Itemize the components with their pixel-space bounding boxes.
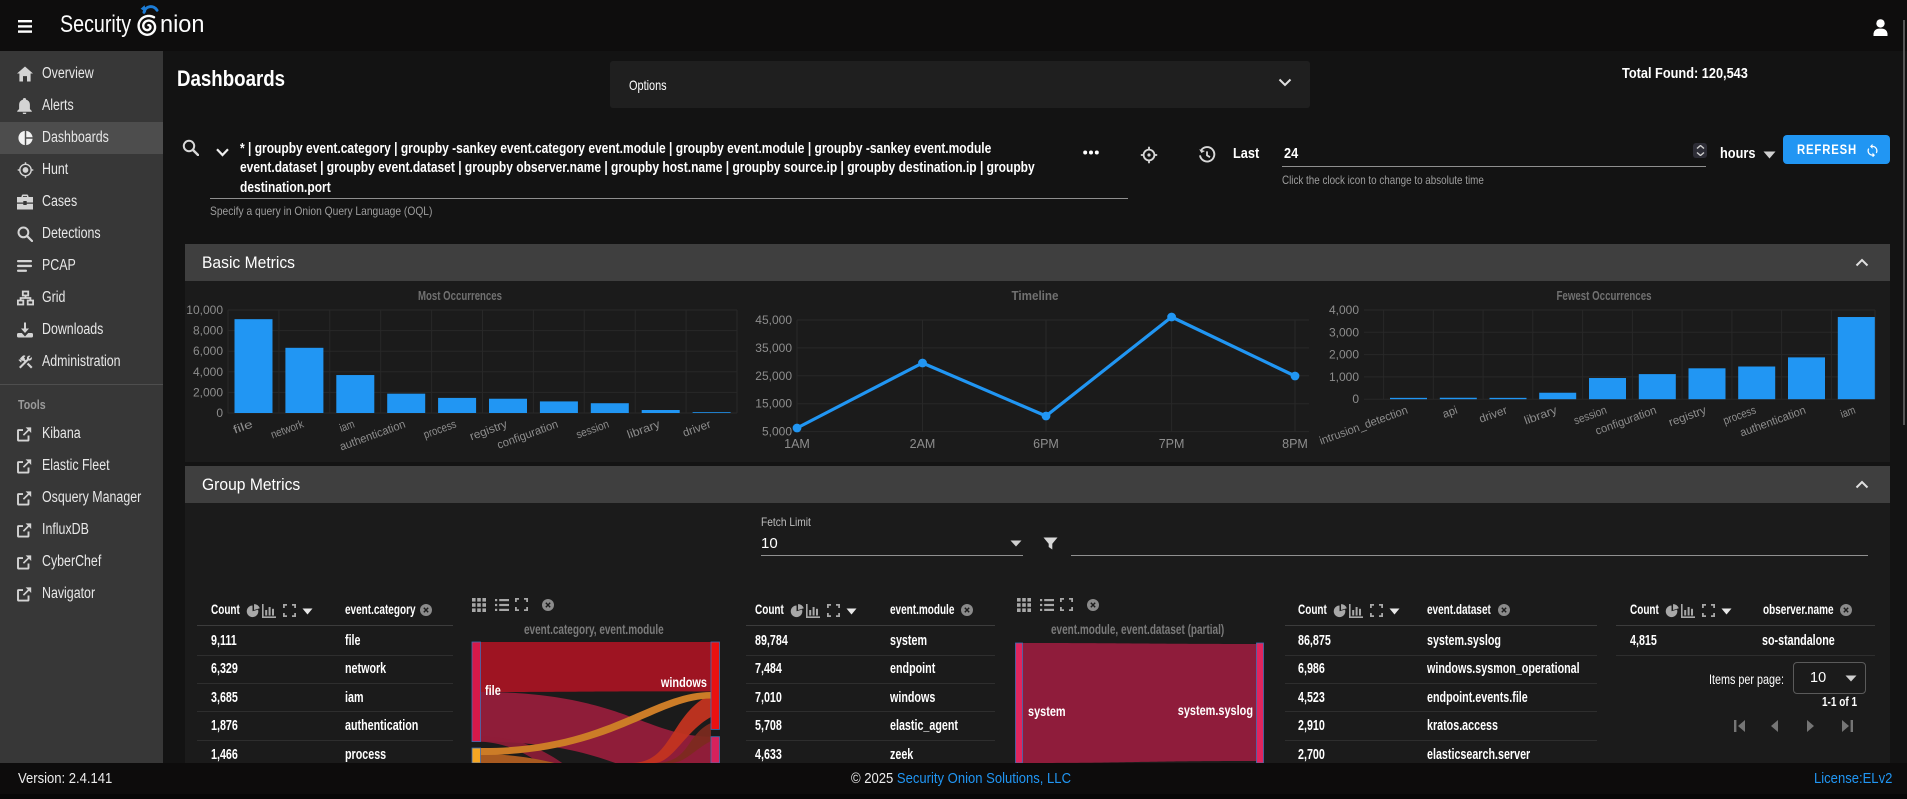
- svg-text:registry: registry: [1667, 404, 1708, 429]
- svg-text:iam: iam: [338, 419, 356, 435]
- svg-text:api: api: [1441, 405, 1459, 421]
- svg-text:session: session: [575, 419, 611, 442]
- svg-text:8,000: 8,000: [193, 324, 223, 338]
- svg-text:25,000: 25,000: [755, 369, 792, 383]
- svg-text:7PM: 7PM: [1159, 437, 1185, 451]
- svg-text:4,000: 4,000: [193, 365, 223, 379]
- svg-text:2,000: 2,000: [193, 385, 223, 399]
- svg-text:library: library: [626, 418, 662, 441]
- svg-text:4,000: 4,000: [1329, 303, 1359, 317]
- svg-text:2AM: 2AM: [910, 437, 936, 451]
- svg-text:driver: driver: [1478, 404, 1510, 425]
- svg-text:2,000: 2,000: [1329, 348, 1359, 362]
- svg-text:Fewest Occurrences: Fewest Occurrences: [1557, 289, 1652, 303]
- svg-text:Most Occurrences: Most Occurrences: [418, 289, 502, 303]
- svg-text:6,000: 6,000: [193, 344, 223, 358]
- svg-text:system: system: [1028, 704, 1066, 720]
- svg-text:network: network: [269, 418, 305, 441]
- svg-text:1AM: 1AM: [784, 437, 810, 451]
- svg-text:5,000: 5,000: [762, 425, 792, 439]
- svg-text:system.syslog: system.syslog: [1178, 703, 1253, 719]
- svg-text:driver: driver: [681, 418, 713, 439]
- svg-text:file: file: [232, 419, 255, 437]
- svg-text:6PM: 6PM: [1033, 437, 1059, 451]
- svg-text:15,000: 15,000: [755, 397, 792, 411]
- svg-text:process: process: [422, 418, 458, 441]
- svg-text:file: file: [485, 683, 501, 699]
- svg-text:3,000: 3,000: [1329, 325, 1359, 339]
- svg-text:intrusion_detection: intrusion_detection: [1318, 405, 1409, 448]
- svg-text:35,000: 35,000: [755, 341, 792, 355]
- svg-text:45,000: 45,000: [755, 313, 792, 327]
- svg-text:0: 0: [1352, 392, 1359, 406]
- svg-text:library: library: [1523, 404, 1559, 427]
- svg-text:windows: windows: [660, 675, 707, 691]
- svg-text:Timeline: Timeline: [1012, 289, 1059, 303]
- svg-text:8PM: 8PM: [1282, 437, 1308, 451]
- svg-text:10,000: 10,000: [186, 303, 223, 317]
- svg-text:iam: iam: [1839, 405, 1857, 421]
- svg-text:0: 0: [216, 406, 223, 420]
- svg-text:1,000: 1,000: [1329, 370, 1359, 384]
